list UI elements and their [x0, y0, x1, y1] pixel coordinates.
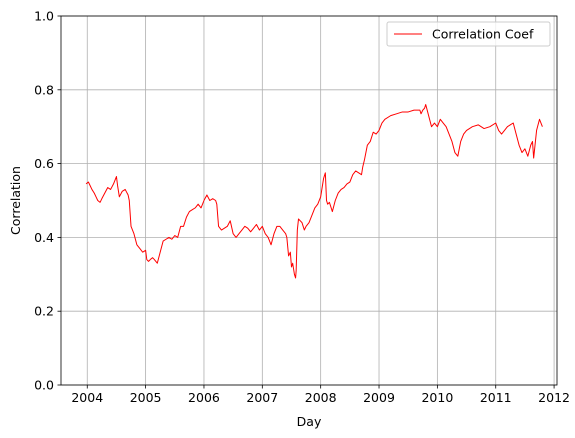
y-tick-label: 0.6: [34, 156, 54, 171]
x-tick-label: 2007: [246, 390, 278, 405]
x-tick-label: 2012: [538, 390, 570, 405]
x-tick-label: 2008: [305, 390, 337, 405]
y-tick-label: 1.0: [34, 9, 54, 24]
x-tick-label: 2005: [130, 390, 162, 405]
x-axis-label: Day: [297, 414, 322, 429]
x-tick-label: 2011: [480, 390, 512, 405]
y-tick-label: 0.4: [34, 230, 54, 245]
legend: Correlation Coef: [386, 21, 551, 47]
y-tick-label: 0.8: [34, 82, 54, 97]
x-tick-label: 2006: [188, 390, 220, 405]
x-tick-label: 2004: [71, 390, 103, 405]
grid: [61, 15, 557, 386]
series-line-correlation-coef: [85, 104, 543, 279]
legend-box: [386, 21, 551, 47]
x-tick-label: 2010: [421, 390, 453, 405]
x-axis: 2004 2005 2006 2007 2008 2009 2010 2011 2012: [71, 385, 570, 405]
plot-area: [85, 104, 543, 279]
y-axis-label: Correlation: [8, 166, 23, 235]
plot-frame: [60, 15, 558, 386]
legend-label: Correlation Coef: [432, 27, 534, 42]
y-axis: 0.0 0.2 0.4 0.6 0.8 1.0: [34, 9, 61, 393]
y-tick-label: 0.2: [34, 304, 54, 319]
y-tick-label: 0.0: [34, 378, 54, 393]
x-tick-label: 2009: [363, 390, 395, 405]
